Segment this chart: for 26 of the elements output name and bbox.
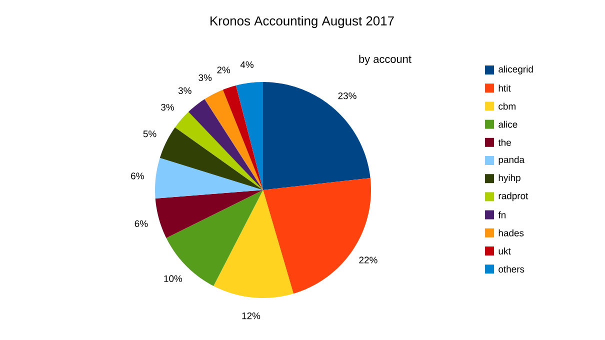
legend-label: the	[498, 138, 511, 146]
data-label: 12%	[242, 312, 260, 320]
legend-label: hyihp	[498, 174, 520, 184]
data-label: 23%	[338, 92, 356, 100]
data-label: 3%	[198, 74, 212, 82]
data-label: 2%	[217, 66, 230, 74]
legend-label: htit	[498, 84, 511, 92]
legend-label: ukt	[498, 248, 511, 254]
legend-label: alicegrid	[498, 66, 533, 74]
legend-label: panda	[498, 156, 525, 165]
legend-label: hades	[498, 229, 524, 236]
data-label: 6%	[131, 172, 144, 180]
legend-label: cbm	[498, 102, 516, 110]
data-label: 22%	[359, 256, 378, 264]
chart-subtitle: by account	[359, 54, 412, 66]
data-label: 5%	[143, 130, 156, 138]
data-label: 6%	[134, 220, 148, 228]
data-label: 4%	[240, 61, 254, 68]
data-label: 10%	[164, 275, 182, 282]
chart-title: Kronos Accounting August 2017	[210, 16, 394, 28]
legend-label: alice	[498, 120, 518, 128]
legend-label: others	[498, 266, 524, 273]
data-label: 3%	[161, 104, 174, 111]
legend-label: radprot	[498, 192, 528, 202]
legend-label: fn	[498, 211, 506, 218]
data-label: 3%	[178, 87, 192, 94]
